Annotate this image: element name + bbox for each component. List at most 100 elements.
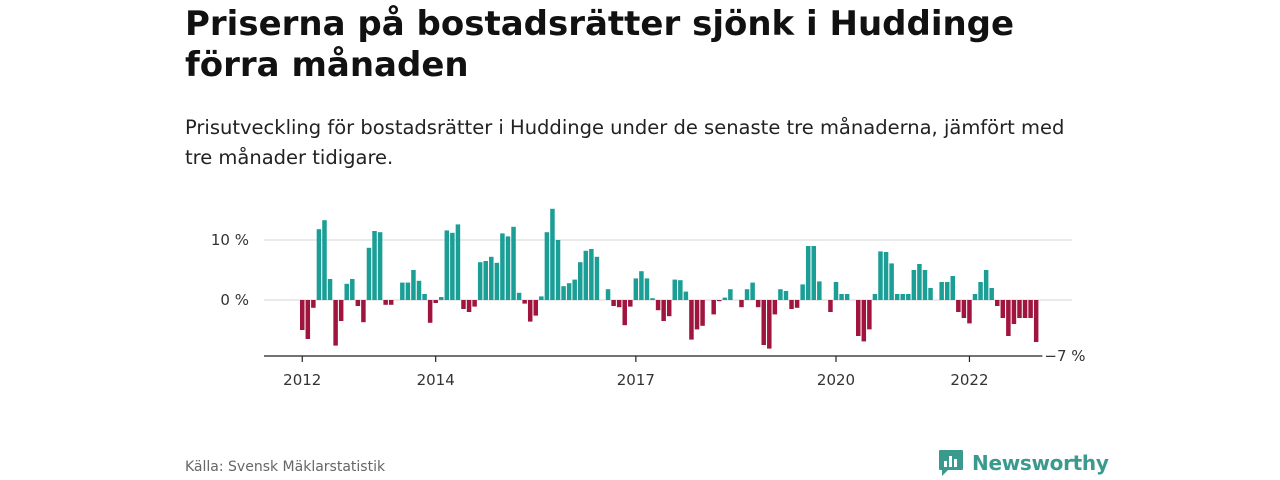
bar: [800, 284, 805, 300]
bar: [533, 300, 539, 316]
bar: [322, 220, 327, 300]
bar: [622, 300, 627, 326]
bar: [361, 300, 366, 323]
bar: [594, 256, 600, 300]
bar: [500, 233, 505, 300]
bar: [844, 294, 850, 300]
bar: [338, 300, 344, 321]
bar: [805, 246, 811, 300]
bar: [944, 282, 950, 300]
bar: [872, 294, 878, 300]
bar: [906, 294, 911, 300]
source-note: Källa: Svensk Mäklarstatistik: [185, 459, 386, 475]
bar: [344, 283, 349, 300]
bar: [494, 262, 500, 300]
bar: [978, 282, 983, 300]
bar: [900, 294, 905, 300]
bar: [578, 262, 583, 300]
bar: [778, 289, 783, 300]
y-tick-label: 10 %: [211, 231, 249, 249]
bar: [616, 300, 622, 308]
bar: [655, 300, 661, 311]
bar: [761, 300, 766, 345]
newsworthy-logo-icon: [939, 450, 963, 476]
bar: [1011, 300, 1017, 324]
bar: [750, 282, 755, 300]
bar: [388, 300, 394, 305]
bar: [350, 279, 355, 300]
bar: [427, 300, 433, 323]
chart-subtitle: Prisutveckling för bostadsrätter i Huddi…: [185, 116, 1065, 169]
bar: [433, 300, 438, 303]
last-value-label: −7 %: [1044, 347, 1085, 365]
y-tick-label: 0 %: [220, 291, 249, 309]
bar: [883, 252, 889, 300]
bar: [700, 300, 705, 326]
bars: [300, 208, 1039, 349]
bar: [911, 270, 917, 300]
bar: [956, 300, 961, 312]
bar: [856, 300, 861, 336]
bar: [372, 231, 377, 300]
bar: [861, 300, 867, 342]
last-value-label-bg: [1042, 346, 1089, 366]
bar: [611, 300, 616, 306]
bar: [894, 294, 900, 300]
bar: [522, 300, 527, 304]
bar: [722, 297, 728, 300]
bar: [1000, 300, 1006, 318]
bar: [917, 264, 922, 300]
bar: [400, 282, 405, 300]
bar: [789, 300, 794, 309]
bar: [505, 236, 511, 300]
newsworthy-logo[interactable]: Newsworthy: [938, 448, 1109, 478]
bar: [550, 208, 555, 300]
bar: [717, 300, 722, 302]
bar: [327, 279, 333, 300]
bar: [922, 270, 928, 300]
x-tick-label: 2017: [617, 371, 655, 389]
bar: [650, 298, 655, 300]
bar: [366, 247, 372, 300]
bar: [989, 288, 994, 300]
bar: [828, 300, 833, 312]
bar: [689, 300, 694, 340]
bar: [1033, 300, 1039, 342]
x-tick-label: 2014: [417, 371, 455, 389]
bar: [772, 300, 778, 315]
bar: [539, 296, 544, 300]
bar: [628, 300, 633, 307]
bar: [455, 224, 461, 300]
x-tick-label: 2020: [817, 371, 855, 389]
bar: [311, 300, 316, 308]
x-tick-label: 2022: [950, 371, 988, 389]
bar: [461, 300, 466, 309]
bar: [767, 300, 772, 349]
bar: [711, 300, 716, 315]
bar: [633, 278, 639, 300]
bar: [511, 226, 516, 300]
bar: [489, 256, 494, 300]
bar: [377, 232, 383, 300]
bar: [416, 280, 422, 300]
bar: [666, 300, 672, 317]
bar: [544, 232, 550, 300]
bar: [983, 270, 989, 300]
bar: [589, 249, 594, 300]
y-axis: 0 % 10 %: [211, 231, 249, 309]
last-value-annotation: −7 %: [1042, 346, 1089, 366]
bar: [422, 294, 427, 300]
bar: [995, 300, 1000, 306]
bar: [639, 271, 644, 300]
bar: [516, 292, 522, 300]
bar: [383, 300, 388, 305]
bar: [583, 250, 589, 300]
bar: [661, 300, 666, 321]
bar: [672, 279, 678, 300]
bar: [333, 300, 338, 346]
bar: [472, 300, 477, 307]
bar: [527, 300, 533, 322]
bar: [572, 279, 577, 300]
bar: [739, 300, 744, 308]
bar: [878, 251, 883, 300]
